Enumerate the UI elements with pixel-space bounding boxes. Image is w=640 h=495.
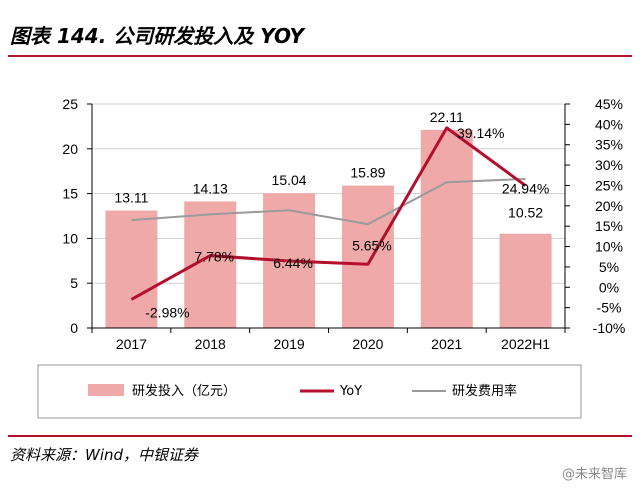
y-right-tick-label: 35% [595, 137, 623, 153]
x-tick-label: 2020 [352, 336, 383, 352]
series-lines [130, 126, 527, 301]
bar-value-label: 22.11 [430, 109, 464, 125]
y-right-tick-label: 25% [595, 177, 623, 193]
y-left-tick-label: 0 [70, 320, 78, 336]
y-left-tick-label: 10 [62, 230, 78, 246]
bar [105, 210, 158, 328]
yoy-value-label: -2.98% [145, 304, 189, 320]
y-right-tick-label: -10% [593, 320, 626, 336]
chart-title: 图表 144. 公司研发投入及 YOY [10, 24, 307, 48]
legend: 研发投入（亿元） YoY 研发费用率 [88, 383, 517, 399]
bar-value-label: 10.52 [508, 205, 543, 221]
legend-label-ratio: 研发费用率 [452, 383, 517, 399]
x-tick-label: 2017 [116, 336, 147, 352]
bar [420, 129, 473, 328]
yoy-line [130, 126, 527, 301]
legend-box [37, 364, 582, 419]
y-left-tick-label: 5 [70, 275, 78, 291]
y-right-tick-label: 15% [595, 218, 623, 234]
yoy-value-label: 39.14% [457, 125, 504, 141]
gridlines [92, 103, 565, 284]
y-left-tick-label: 15 [62, 186, 78, 202]
bar-value-label: 13.11 [114, 190, 148, 206]
y-right-tick-label: 40% [595, 116, 623, 132]
bar-value-label: 14.13 [193, 180, 228, 196]
y-right-tick-label: 5% [599, 259, 619, 275]
watermark-text: @未来智库 [562, 466, 627, 482]
y-right-tick-label: 0% [599, 279, 619, 295]
legend-label-bar: 研发投入（亿元） [132, 383, 236, 399]
yoy-value-label: 5.65% [352, 237, 392, 253]
x-tick-label: 2018 [195, 336, 226, 352]
x-tick-label: 2021 [431, 336, 462, 352]
bars [105, 129, 552, 328]
yoy-value-label: 24.94% [502, 181, 549, 197]
y-left-tick-label: 20 [62, 141, 78, 157]
y-right-tick-label: 30% [595, 157, 623, 173]
legend-swatch-bar [88, 384, 124, 396]
y-right-tick-label: 45% [595, 96, 623, 112]
y-right-tick-label: 20% [595, 198, 623, 214]
x-tick-label: 2019 [274, 336, 305, 352]
y-right-tick-label: 10% [595, 239, 623, 255]
y-left-tick-label: 25 [62, 96, 78, 112]
ratio-line [131, 177, 526, 226]
bar-value-label: 15.89 [350, 165, 385, 181]
yoy-value-label: 7.78% [194, 249, 234, 265]
axes: 0 5 10 15 20 25 -10% -5% 0% 5% 10% 15% 20% 25% 30% 35% 4… [62, 96, 625, 352]
bar-value-label: 15.04 [272, 172, 307, 188]
x-tick-label: 2022H1 [501, 336, 550, 352]
data-labels: 13.11 14.13 15.04 15.89 22.11 10.52 -2.98% 7.78… [114, 109, 549, 321]
bar [499, 233, 552, 328]
bar [341, 185, 394, 328]
y-right-tick-label: -5% [597, 300, 622, 316]
source-note: 资料来源：Wind，中银证券 [10, 446, 199, 464]
legend-label-yoy: YoY [339, 384, 362, 399]
yoy-value-label: 6.44% [273, 255, 313, 271]
